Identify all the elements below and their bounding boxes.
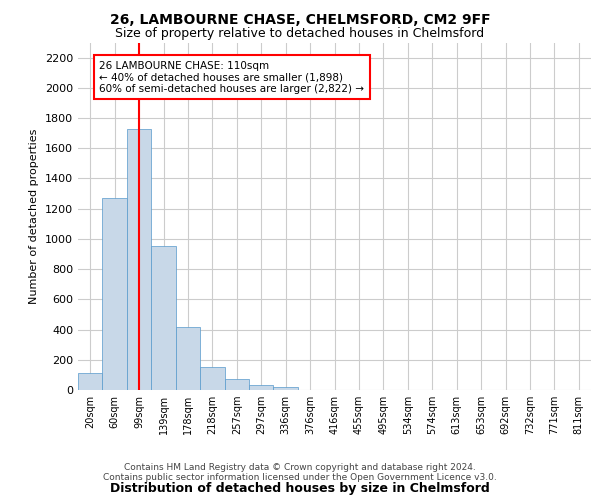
- Bar: [274, 387, 298, 390]
- Text: Size of property relative to detached houses in Chelmsford: Size of property relative to detached ho…: [115, 28, 485, 40]
- Bar: [103, 198, 127, 390]
- Text: Contains public sector information licensed under the Open Government Licence v3: Contains public sector information licen…: [103, 474, 497, 482]
- Bar: [200, 368, 224, 390]
- Text: 26 LAMBOURNE CHASE: 110sqm
← 40% of detached houses are smaller (1,898)
60% of s: 26 LAMBOURNE CHASE: 110sqm ← 40% of deta…: [100, 60, 364, 94]
- Text: Distribution of detached houses by size in Chelmsford: Distribution of detached houses by size …: [110, 482, 490, 495]
- Bar: [249, 384, 274, 390]
- Text: Contains HM Land Registry data © Crown copyright and database right 2024.: Contains HM Land Registry data © Crown c…: [124, 464, 476, 472]
- Text: 26, LAMBOURNE CHASE, CHELMSFORD, CM2 9FF: 26, LAMBOURNE CHASE, CHELMSFORD, CM2 9FF: [110, 12, 490, 26]
- Bar: [151, 246, 176, 390]
- Y-axis label: Number of detached properties: Number of detached properties: [29, 128, 40, 304]
- Bar: [78, 374, 103, 390]
- Bar: [224, 380, 249, 390]
- Bar: [176, 328, 200, 390]
- Bar: [127, 128, 151, 390]
